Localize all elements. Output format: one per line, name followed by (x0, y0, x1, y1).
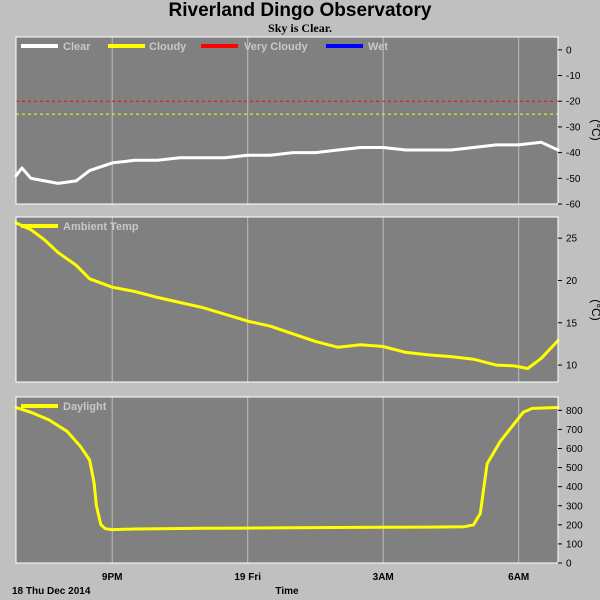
sky-plot-background (16, 37, 558, 204)
ambient-ytick-label-3: 25 (566, 234, 578, 245)
x-tick-label-1: 19 Fri (234, 572, 261, 583)
x-axis-title: Time (275, 586, 299, 597)
daylight-ytick-label-2: 200 (566, 520, 583, 531)
x-axis-ticks: 9PM 19 Fri 3AM 6AM (102, 572, 529, 583)
sky-ytick-label-1: -10 (566, 71, 581, 82)
daylight-plot-frame (15, 396, 559, 564)
legend-label-daylight: Daylight (63, 401, 107, 413)
legend-label-cloudy: Cloudy (149, 41, 187, 53)
daylight-plot-background (16, 397, 558, 563)
sky-unit-label: (°C) (589, 119, 600, 140)
x-tick-label-2: 3AM (373, 572, 394, 583)
legend-item-wet: Wet (326, 41, 388, 53)
legend-label-very-cloudy: Very Cloudy (244, 41, 308, 53)
x-tick-label-3: 6AM (508, 572, 529, 583)
ambient-ytick-label-0: 10 (566, 361, 578, 372)
sky-ytick-label-2: -20 (566, 97, 581, 108)
daylight-ytick-label-1: 100 (566, 539, 583, 550)
legend-item-very-cloudy: Very Cloudy (201, 41, 308, 53)
daylight-legend: Daylight (21, 401, 107, 413)
legend-item-cloudy: Cloudy (108, 41, 187, 53)
daylight-ytick-label-8: 800 (566, 406, 583, 417)
x-tick-label-0: 9PM (102, 572, 123, 583)
sky-status-subtitle: Sky is Clear. (268, 21, 332, 35)
footer-date: 18 Thu Dec 2014 (12, 586, 91, 597)
legend-label-ambient: Ambient Temp (63, 221, 139, 233)
daylight-ytick-label-3: 300 (566, 501, 583, 512)
daylight-ytick-label-6: 600 (566, 444, 583, 455)
sky-legend: Clear Cloudy Very Cloudy Wet (21, 41, 388, 53)
ambient-panel: 10 15 20 25 (°C) Ambient Temp (14, 216, 600, 383)
daylight-ytick-label-0: 0 (566, 559, 572, 570)
sky-series-line-0 (14, 140, 560, 185)
ambient-plot-frame (15, 216, 559, 383)
legend-label-clear: Clear (63, 41, 91, 53)
ambient-unit-label: (°C) (589, 299, 600, 320)
legend-item-clear: Clear (21, 41, 91, 53)
ambient-ytick-label-1: 15 (566, 318, 578, 329)
sky-ytick-label-6: -60 (566, 200, 581, 211)
daylight-panel: 0 100 200 300 400 500 600 700 800 Daylight (14, 396, 583, 570)
daylight-ytick-label-7: 700 (566, 425, 583, 436)
sky-ytick-label-0: 0 (566, 45, 572, 56)
sky-ytick-label-5: -50 (566, 174, 581, 185)
ambient-ytick-label-2: 20 (566, 276, 578, 287)
daylight-series-line-0 (14, 406, 560, 532)
sky-plot-frame (15, 36, 559, 205)
ambient-plot-background (16, 217, 558, 382)
sky-ytick-label-4: -40 (566, 148, 581, 159)
daylight-ytick-label-5: 500 (566, 463, 583, 474)
sky-ytick-label-3: -30 (566, 122, 581, 133)
page-title: Riverland Dingo Observatory (168, 0, 432, 21)
sky-panel: 0 -10 -20 -30 -40 -50 -60 (°C) Clear Cloudy Ve… (14, 36, 600, 211)
legend-label-wet: Wet (368, 41, 388, 53)
ambient-series-line-0 (14, 221, 560, 370)
daylight-ytick-label-4: 400 (566, 482, 583, 493)
ambient-legend: Ambient Temp (21, 221, 139, 233)
